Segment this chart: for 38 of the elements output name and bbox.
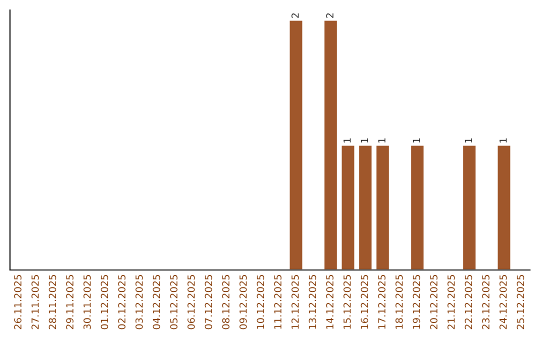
- x-tick-label: 15.12.2025: [343, 275, 351, 329]
- x-tick-label: 25.12.2025: [516, 275, 524, 330]
- x-tick-label: 04.12.2025: [152, 275, 160, 330]
- x-tick-label: 05.12.2025: [170, 275, 178, 330]
- x-tick-label: 28.11.2025: [48, 275, 56, 330]
- x-tick-label: 01.12.2025: [100, 275, 108, 330]
- x-tick-label: 21.12.2025: [447, 275, 455, 330]
- x-tick-label: 07.12.2025: [204, 275, 212, 330]
- data-label: 1: [464, 138, 472, 143]
- x-tick-label: 03.12.2025: [135, 275, 143, 330]
- x-tick-label: 20.12.2025: [430, 275, 438, 330]
- data-label: 1: [344, 138, 351, 143]
- x-tick-label: 23.12.2025: [482, 275, 490, 330]
- x-tick-label: 17.12.2025: [378, 275, 386, 329]
- x-tick-label: 14.12.2025: [326, 275, 334, 329]
- x-tick-label: 13.12.2025: [308, 275, 316, 329]
- x-tick-label: 22.12.2025: [464, 275, 472, 330]
- x-tick-label: 19.12.2025: [412, 275, 420, 329]
- data-label: 1: [500, 138, 507, 143]
- data-label: 1: [378, 138, 386, 143]
- x-tick-label: 30.11.2025: [83, 275, 91, 330]
- x-tick-label: 16.12.2025: [360, 275, 368, 329]
- x-tick-label: 26.11.2025: [14, 275, 22, 330]
- x-tick-label: 29.11.2025: [66, 275, 74, 330]
- data-label: 1: [360, 138, 368, 143]
- x-tick-label: 10.12.2025: [256, 275, 264, 329]
- x-tick-label: 18.12.2025: [395, 275, 403, 329]
- data-label: 1: [412, 138, 420, 143]
- x-tick-label: 27.11.2025: [31, 275, 39, 330]
- x-tick-label: 02.12.2025: [118, 275, 126, 330]
- x-tick-label: 09.12.2025: [239, 275, 247, 330]
- x-tick-label: 08.12.2025: [222, 275, 230, 330]
- x-tick-label: 12.12.2025: [291, 275, 299, 329]
- x-tick-label: 24.12.2025: [499, 275, 507, 330]
- data-label: 2: [291, 13, 299, 18]
- x-tick-label: 06.12.2025: [187, 275, 195, 330]
- x-tick-label: 11.12.2025: [274, 275, 282, 329]
- data-label: 2: [326, 13, 334, 18]
